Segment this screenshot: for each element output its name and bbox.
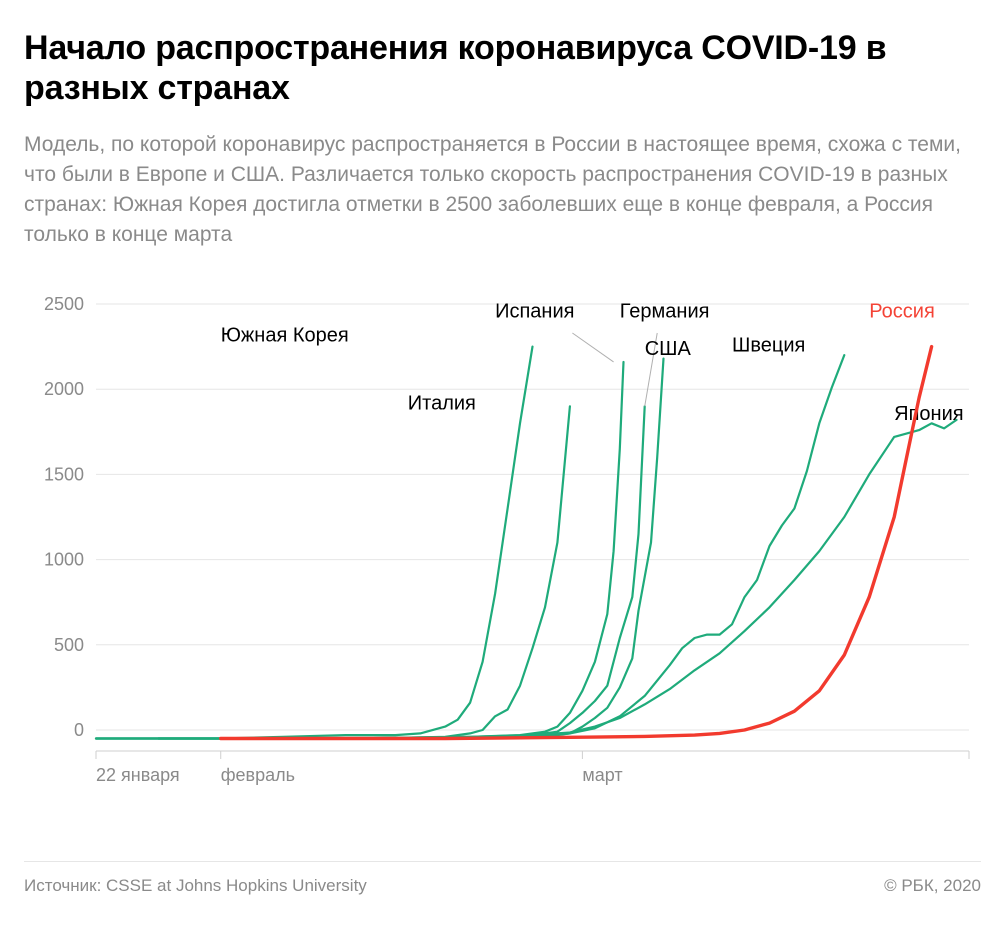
chart-title: Начало распространения коронавируса COVI… (24, 28, 981, 108)
svg-text:1500: 1500 (44, 465, 84, 485)
chart-footer: Источник: CSSE at Johns Hopkins Universi… (24, 861, 981, 896)
svg-text:Япония: Япония (894, 403, 963, 425)
svg-text:март: март (582, 765, 622, 785)
source-text: Источник: CSSE at Johns Hopkins Universi… (24, 876, 367, 896)
chart-svg: 0 500 1000 1500 2000 2500 22 января февраль март… (24, 277, 981, 837)
svg-text:1000: 1000 (44, 550, 84, 570)
svg-text:0: 0 (74, 720, 84, 740)
svg-text:22 января: 22 января (96, 765, 180, 785)
svg-text:Германия: Германия (620, 301, 710, 323)
svg-text:2000: 2000 (44, 380, 84, 400)
svg-text:500: 500 (54, 635, 84, 655)
svg-text:2500: 2500 (44, 295, 84, 315)
copyright-text: © РБК, 2020 (884, 876, 981, 896)
chart-subtitle: Модель, по которой коронавирус распростр… (24, 130, 981, 249)
line-chart: 0 500 1000 1500 2000 2500 22 января февраль март… (24, 277, 981, 837)
svg-text:США: США (645, 339, 692, 361)
svg-text:Россия: Россия (869, 301, 935, 323)
svg-text:Италия: Италия (408, 393, 476, 415)
svg-text:Швеция: Швеция (732, 335, 805, 357)
svg-text:февраль: февраль (221, 765, 295, 785)
svg-text:Испания: Испания (495, 301, 574, 323)
svg-text:Южная Корея: Южная Корея (221, 325, 349, 347)
